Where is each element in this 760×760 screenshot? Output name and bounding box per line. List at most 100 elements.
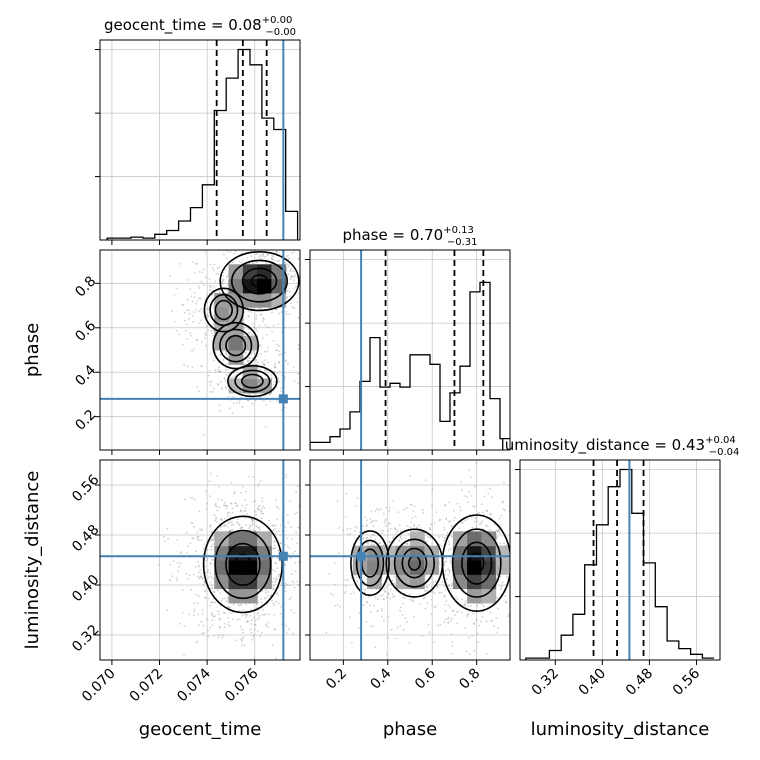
scatter-point bbox=[258, 307, 260, 310]
scatter-point bbox=[223, 253, 225, 256]
scatter-point bbox=[335, 296, 337, 298]
scatter-point bbox=[296, 542, 299, 545]
scatter-point bbox=[513, 532, 515, 534]
scatter-point bbox=[470, 605, 473, 607]
scatter-point bbox=[297, 316, 300, 319]
scatter-point bbox=[256, 355, 259, 358]
density-block bbox=[367, 560, 382, 575]
scatter-point bbox=[195, 263, 198, 265]
scatter-point bbox=[293, 275, 296, 278]
scatter-point bbox=[459, 506, 462, 508]
scatter-point bbox=[459, 509, 462, 512]
scatter-point bbox=[252, 523, 255, 525]
scatter-point bbox=[185, 531, 188, 534]
scatter-point bbox=[231, 412, 234, 415]
contour-level bbox=[227, 365, 278, 398]
scatter-point bbox=[198, 624, 200, 627]
scatter-point bbox=[444, 618, 447, 621]
scatter-point bbox=[202, 547, 205, 550]
density-block bbox=[228, 350, 244, 365]
scatter-point bbox=[233, 371, 236, 374]
scatter-point bbox=[346, 528, 349, 530]
scatter-point bbox=[186, 338, 189, 340]
density-block bbox=[481, 531, 497, 547]
scatter-point bbox=[429, 536, 432, 539]
scatter-point bbox=[499, 532, 502, 534]
scatter-point bbox=[272, 255, 275, 258]
scatter-point bbox=[195, 302, 198, 305]
scatter-point bbox=[236, 521, 239, 524]
scatter-point bbox=[317, 565, 319, 567]
scatter-point bbox=[205, 490, 208, 492]
scatter-point bbox=[196, 535, 199, 538]
scatter-point bbox=[189, 332, 192, 334]
scatter-point bbox=[293, 366, 295, 368]
scatter-point bbox=[375, 519, 377, 522]
scatter-point bbox=[218, 613, 221, 615]
scatter-point bbox=[304, 275, 306, 277]
scatter-point bbox=[252, 501, 255, 503]
scatter-point bbox=[498, 530, 500, 533]
scatter-point bbox=[333, 562, 336, 565]
scatter-point bbox=[532, 587, 534, 589]
scatter-point bbox=[254, 358, 257, 360]
scatter-point bbox=[184, 319, 186, 322]
scatter-point bbox=[186, 552, 189, 554]
scatter-point bbox=[369, 625, 372, 628]
scatter-point bbox=[475, 462, 478, 464]
scatter-point bbox=[431, 488, 434, 490]
scatter-point bbox=[293, 307, 295, 309]
density-block bbox=[467, 560, 482, 575]
scatter-point bbox=[278, 312, 280, 315]
scatter-point bbox=[246, 512, 249, 515]
scatter-point bbox=[297, 347, 300, 350]
scatter-point bbox=[242, 631, 245, 634]
scatter-point bbox=[521, 643, 523, 645]
scatter-point bbox=[358, 538, 361, 541]
scatter-point bbox=[507, 615, 510, 618]
scatter-point bbox=[450, 652, 453, 655]
scatter-point bbox=[262, 254, 265, 256]
scatter-point bbox=[198, 297, 201, 300]
scatter-point bbox=[308, 546, 310, 548]
scatter-point bbox=[219, 353, 222, 356]
scatter-point bbox=[236, 401, 239, 404]
density-block bbox=[467, 588, 482, 604]
scatter-point bbox=[250, 351, 253, 354]
scatter-point bbox=[455, 611, 458, 613]
scatter-point bbox=[241, 405, 244, 408]
scatter-point bbox=[195, 566, 197, 568]
scatter-point bbox=[438, 519, 441, 522]
scatter-point bbox=[250, 255, 253, 257]
contour-level bbox=[225, 334, 247, 357]
scatter-point bbox=[464, 600, 467, 602]
scatter-point bbox=[212, 323, 215, 325]
scatter-point bbox=[425, 591, 428, 593]
scatter-point bbox=[466, 495, 468, 498]
scatter-point bbox=[223, 524, 226, 527]
scatter-point bbox=[476, 605, 479, 607]
density-block bbox=[495, 560, 510, 575]
scatter-point bbox=[384, 590, 386, 593]
scatter-point bbox=[424, 596, 426, 599]
scatter-point bbox=[260, 258, 263, 260]
scatter-point bbox=[258, 325, 261, 327]
scatter-point bbox=[513, 621, 515, 623]
scatter-point bbox=[252, 476, 254, 478]
scatter-point bbox=[489, 512, 491, 515]
scatter-point bbox=[247, 245, 249, 247]
scatter-point bbox=[250, 631, 253, 634]
scatter-point bbox=[288, 628, 290, 631]
scatter-point bbox=[218, 617, 221, 620]
scatter-point bbox=[259, 353, 262, 355]
scatter-point bbox=[228, 625, 231, 627]
scatter-point bbox=[236, 521, 239, 524]
scatter-point bbox=[181, 303, 184, 306]
scatter-point bbox=[284, 261, 286, 264]
scatter-point bbox=[204, 251, 206, 254]
scatter-point bbox=[287, 254, 289, 257]
scatter-point bbox=[522, 506, 524, 508]
scatter-point bbox=[198, 510, 201, 513]
scatter-point bbox=[413, 505, 416, 507]
scatter-point bbox=[521, 520, 523, 522]
